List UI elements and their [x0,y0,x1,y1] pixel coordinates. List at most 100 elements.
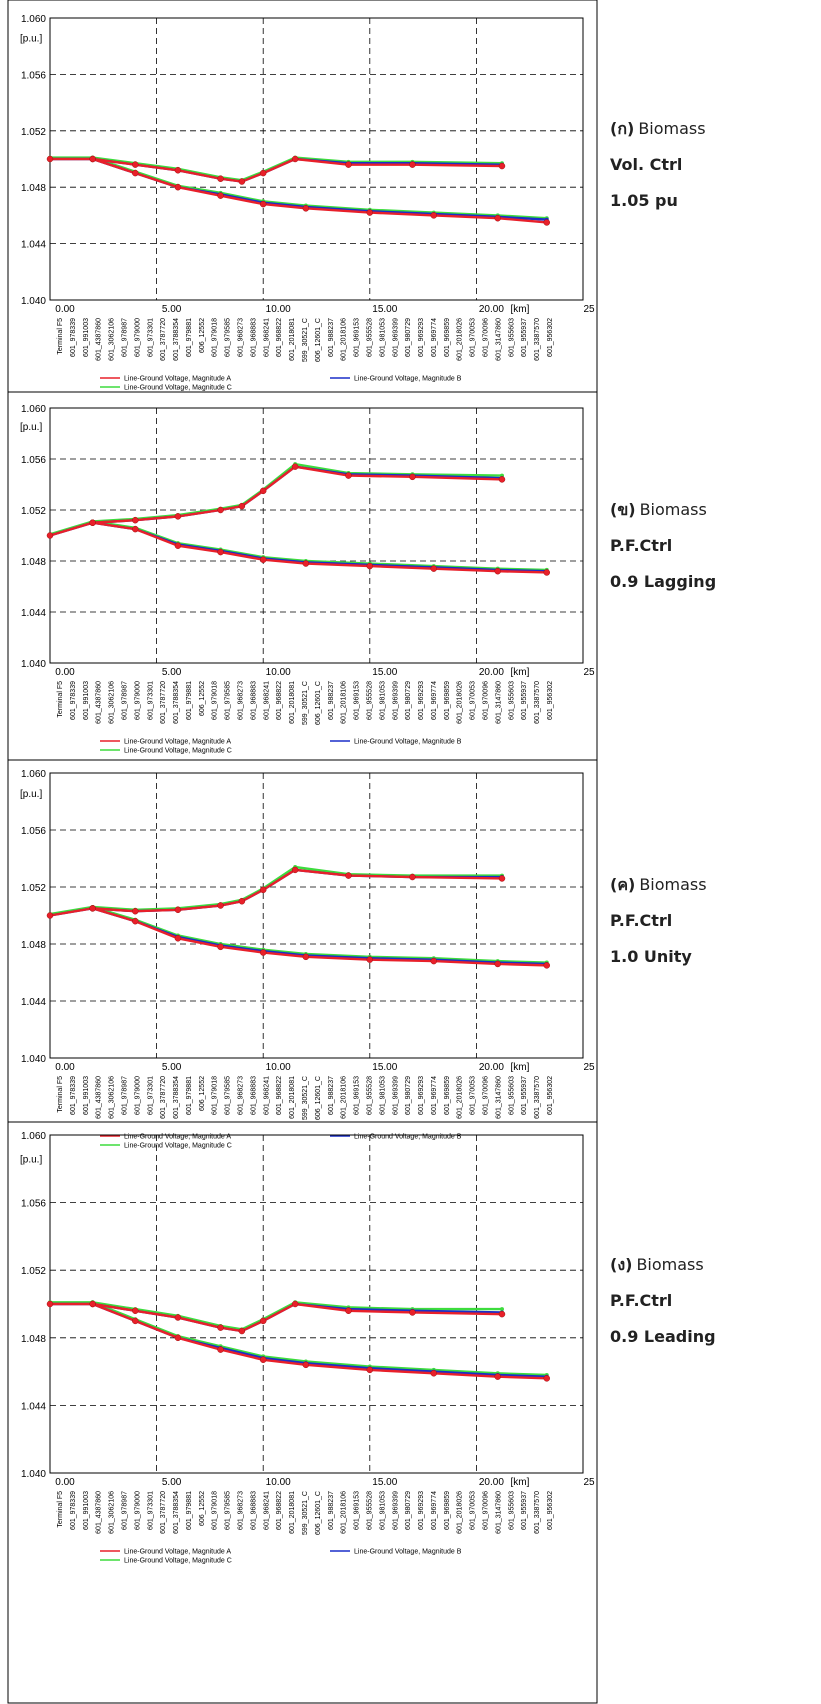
legend-label: Line-Ground Voltage, Magnitude C [124,385,232,392]
node-label: 601_980729 [405,681,412,720]
node-label: 601_968822 [276,318,283,357]
voltage-point [409,473,416,481]
node-label: 601_968273 [238,1491,245,1530]
x-tick-label: 0.00 [55,1477,75,1488]
x-tick-label: 20.00 [479,1062,504,1073]
voltage-point [46,912,54,919]
x-tick-label: 20.00 [479,1477,504,1488]
node-label: 601_3062106 [109,1491,116,1534]
voltage-point [291,866,299,874]
node-label: 601_969859 [444,1076,451,1115]
node-label: 601_2018106 [341,681,348,724]
node-label: 599_30521_C [302,681,309,725]
node-label: 601_969399 [392,318,399,357]
node-label: 601_979018 [212,318,219,357]
node-label: 601_3788354 [173,318,180,361]
voltage-point [174,167,182,174]
node-label: 601_3387570 [534,318,541,361]
node-label: 601_988237 [328,681,335,720]
caption-line: (ง) Biomass [610,1247,716,1283]
node-label: 601_955528 [366,1491,373,1530]
voltage-point [174,183,182,191]
x-tick-label: 25 [583,1477,595,1488]
legend-label: Line-Ground Voltage, Magnitude C [124,1558,232,1565]
caption-line: P.F.Ctrl [610,1290,673,1310]
node-label: 601_3062106 [109,318,116,361]
node-label: 601_955603 [508,318,515,357]
node-label: 601_980729 [405,1491,412,1530]
voltage-point [238,502,246,510]
y-tick-label: 1.040 [21,1469,46,1480]
legend-label: Line-Ground Voltage, Magnitude A [124,1549,231,1556]
node-label: 601_970096 [483,1491,490,1530]
voltage-point [498,875,506,882]
node-label: 606_12601_C [315,681,322,725]
voltage-point [366,1366,374,1374]
node-label: 601_973301 [147,318,154,357]
node-label: 601_969774 [431,1076,438,1115]
node-label: 601_968822 [276,681,283,720]
voltage-point [259,556,267,563]
node-label: 601_2018106 [341,1491,348,1534]
node-label: 601_2018026 [457,1076,464,1119]
voltage-point [345,872,352,879]
x-tick-label: 10.00 [266,1477,291,1488]
node-label: 601_3787720 [160,1491,167,1534]
node-label: 601_970053 [470,1491,477,1530]
voltage-point [498,162,506,170]
node-label: 601_991003 [83,1491,90,1530]
node-label: 601_968273 [238,681,245,720]
node-label: 601_3787720 [160,318,167,361]
node-label: 601_988237 [328,318,335,357]
voltage-point [46,1300,54,1308]
node-label: 599_30521_C [302,318,309,362]
caption-line: (ข) Biomass [610,492,716,528]
x-tick-label: 25 [583,667,595,678]
caption-line: P.F.Ctrl [610,536,673,556]
voltage-line [92,520,547,572]
voltage-point [217,1346,224,1353]
y-axis-label: [p.u.] [20,34,42,45]
y-tick-label: 1.048 [21,940,46,951]
voltage-line [92,905,547,964]
voltage-point [89,519,96,526]
voltage-point [366,562,374,570]
voltage-point [217,175,224,182]
voltage-point [543,962,551,969]
node-label: 601_969293 [418,681,425,720]
node-label: 601_2018026 [457,1491,464,1534]
voltage-line [50,156,503,182]
voltage-point [217,943,224,951]
node-label: 601_979018 [212,1076,219,1115]
panel-frame [7,1121,598,1704]
node-label: 601_969153 [354,1491,361,1530]
node-label: 601_4387860 [96,1491,103,1534]
voltage-point [46,155,54,163]
x-tick-label: 25 [583,304,595,315]
node-label: 601_968273 [238,318,245,357]
node-label: 601_979585 [225,681,232,720]
voltage-point [499,1307,504,1312]
node-label: 601_968241 [263,1076,270,1115]
voltage-point [132,525,139,533]
node-label: 601_3147860 [495,1076,502,1119]
voltage-point [132,917,139,925]
x-axis-label: [km] [511,667,530,678]
y-tick-label: 1.060 [21,404,46,415]
voltage-point [345,161,352,168]
node-label: 601_3787720 [160,681,167,724]
voltage-point [217,506,224,514]
node-label: 601_969399 [392,1076,399,1115]
node-label: 601_969774 [431,1491,438,1530]
caption-line: (ค) Biomass [610,867,707,903]
x-tick-label: 10.00 [266,667,291,678]
node-label: 599_30521_C [302,1491,309,1535]
voltage-point [217,548,224,556]
y-axis-label: [p.u.] [20,1155,42,1166]
node-label: 601_970053 [470,681,477,720]
voltage-point [132,161,139,168]
legend-label: Line-Ground Voltage, Magnitude B [354,1134,462,1141]
node-label: 601_978339 [70,681,77,720]
node-label: 601_979585 [225,1076,232,1115]
voltage-point [494,214,501,222]
